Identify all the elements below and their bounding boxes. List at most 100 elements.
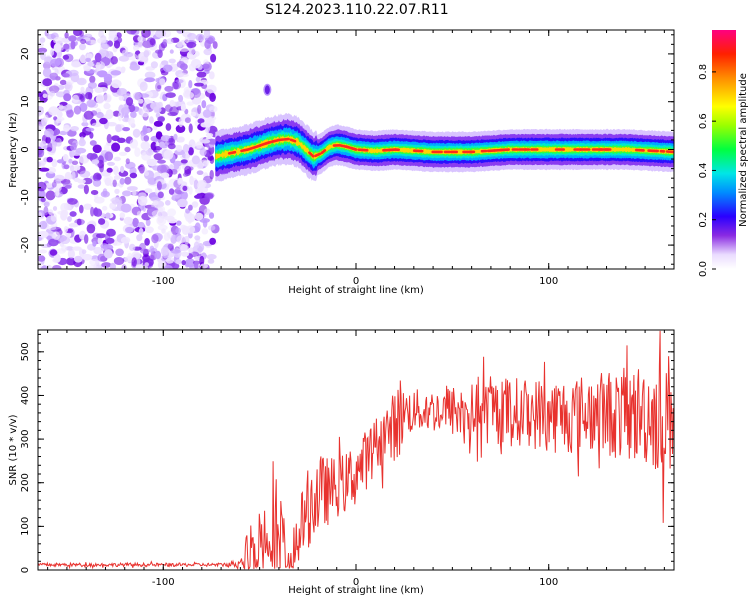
noise-speckle xyxy=(138,93,149,98)
noise-speckle xyxy=(137,211,142,216)
noise-speckle xyxy=(71,61,81,67)
noise-speckle xyxy=(195,222,201,232)
noise-speckle xyxy=(47,226,56,231)
noise-speckle xyxy=(206,133,213,137)
colorbar-tick-label: 0.8 xyxy=(698,64,709,80)
noise-speckle xyxy=(184,236,189,245)
noise-speckle xyxy=(126,27,137,35)
noise-speckle xyxy=(41,197,46,202)
noise-speckle xyxy=(67,198,78,205)
noise-speckle xyxy=(68,249,75,259)
noise-speckle xyxy=(185,36,189,43)
noise-speckle xyxy=(202,228,209,234)
noise-speckle xyxy=(157,164,167,173)
noise-speckle xyxy=(165,200,171,206)
noise-speckle xyxy=(52,182,57,188)
noise-speckle xyxy=(95,53,102,63)
snr-x-label: Height of straight line (km) xyxy=(288,585,424,596)
noise-speckle xyxy=(50,249,57,255)
noise-speckle xyxy=(85,58,91,62)
noise-speckle xyxy=(138,222,145,228)
noise-speckle xyxy=(133,45,139,51)
noise-speckle xyxy=(150,102,160,110)
noise-speckle xyxy=(43,94,47,99)
x-tick-label: -100 xyxy=(152,276,175,287)
noise-speckle xyxy=(174,164,180,170)
snr-y-label: SNR (10 * v/v) xyxy=(8,414,19,485)
noise-speckle xyxy=(165,92,176,98)
y-tick-label: -10 xyxy=(20,189,31,205)
noise-speckle xyxy=(191,59,201,69)
noise-speckle xyxy=(159,78,165,85)
ridge-core xyxy=(242,150,248,151)
noise-speckle xyxy=(122,190,131,196)
noise-speckle xyxy=(133,129,141,138)
noise-speckle xyxy=(189,48,196,55)
noise-speckle xyxy=(74,256,83,263)
noise-speckle xyxy=(57,111,63,118)
ridge-core xyxy=(353,149,356,150)
noise-speckle xyxy=(209,106,218,113)
noise-speckle xyxy=(87,224,96,234)
noise-speckle xyxy=(72,95,79,103)
noise-speckle xyxy=(83,66,91,72)
noise-speckle xyxy=(180,244,188,251)
noise-speckle xyxy=(107,134,112,143)
noise-speckle xyxy=(50,73,59,80)
noise-speckle xyxy=(192,155,200,164)
noise-speckle xyxy=(209,238,216,245)
noise-speckle xyxy=(59,105,64,110)
noise-speckle xyxy=(107,162,115,166)
noise-speckle xyxy=(53,206,57,211)
noise-speckle xyxy=(70,211,77,217)
noise-speckle xyxy=(51,213,57,222)
noise-speckle xyxy=(54,43,62,53)
noise-speckle xyxy=(91,190,98,195)
noise-speckle xyxy=(57,159,64,163)
noise-speckle xyxy=(54,175,65,182)
noise-speckle xyxy=(111,143,120,152)
noise-speckle xyxy=(100,44,110,50)
noise-speckle xyxy=(177,42,183,48)
noise-speckle xyxy=(144,135,150,141)
noise-speckle xyxy=(188,80,192,88)
noise-speckle xyxy=(47,157,53,163)
noise-speckle xyxy=(128,117,135,126)
noise-speckle xyxy=(195,213,204,221)
noise-speckle xyxy=(90,207,94,217)
noise-speckle xyxy=(209,93,216,102)
y-tick-label: 0 xyxy=(20,567,31,573)
noise-speckle xyxy=(161,247,169,256)
spectrogram-x-label: Height of straight line (km) xyxy=(288,285,424,296)
noise-speckle xyxy=(108,35,118,41)
y-tick-label: 100 xyxy=(20,517,31,536)
noise-speckle xyxy=(112,200,123,205)
noise-speckle xyxy=(201,100,206,108)
noise-speckle xyxy=(145,226,154,233)
x-tick-label: 100 xyxy=(539,577,558,588)
noise-speckle xyxy=(181,159,188,163)
noise-speckle xyxy=(120,178,125,185)
noise-speckle xyxy=(39,160,46,165)
noise-speckle xyxy=(63,44,69,50)
noise-speckle xyxy=(77,179,86,183)
noise-speckle xyxy=(197,105,201,114)
noise-speckle xyxy=(163,65,173,73)
noise-speckle xyxy=(103,94,112,103)
noise-speckle xyxy=(194,261,199,269)
noise-speckle xyxy=(38,231,49,238)
noise-speckle xyxy=(62,73,70,77)
noise-speckle xyxy=(103,175,113,183)
noise-speckle xyxy=(176,259,182,264)
noise-speckle xyxy=(191,112,197,117)
noise-speckle xyxy=(113,166,119,176)
colorbar-tick-label: 0.0 xyxy=(698,261,709,277)
noise-speckle xyxy=(127,186,138,191)
noise-speckle xyxy=(43,206,48,215)
noise-speckle xyxy=(119,152,127,156)
noise-speckle xyxy=(114,189,119,194)
noise-speckle xyxy=(210,170,214,180)
noise-speckle xyxy=(150,38,156,45)
noise-speckle xyxy=(42,78,52,86)
